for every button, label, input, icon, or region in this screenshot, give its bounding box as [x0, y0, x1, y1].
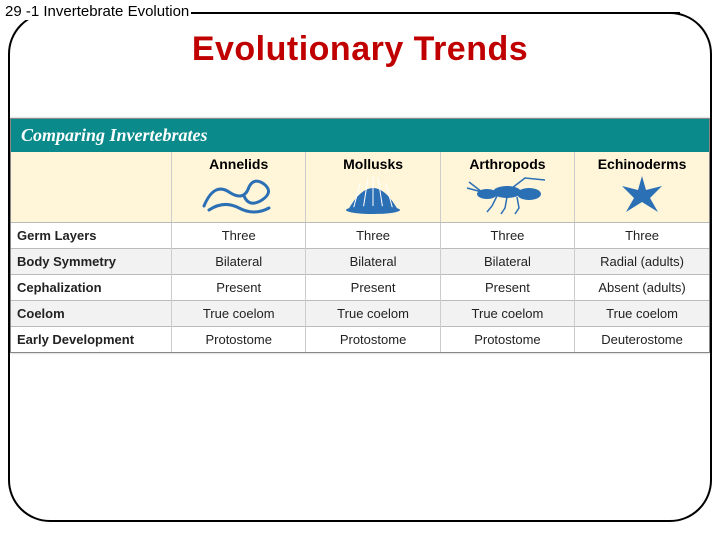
cell: Radial (adults): [575, 249, 709, 275]
col-header-annelids: Annelids: [172, 152, 306, 223]
cell: Deuterostome: [575, 327, 709, 353]
cell: True coelom: [306, 301, 440, 327]
col-header-echinoderms: Echinoderms: [575, 152, 709, 223]
cell: Bilateral: [172, 249, 306, 275]
comparison-table: Comparing Invertebrates Annelids M: [10, 118, 710, 353]
col-header-arthropods: Arthropods: [440, 152, 574, 223]
section-label: 29 -1 Invertebrate Evolution: [3, 3, 191, 20]
row-header: Early Development: [11, 327, 172, 353]
cell: Bilateral: [306, 249, 440, 275]
col-label: Mollusks: [308, 156, 437, 172]
cell: Three: [306, 223, 440, 249]
col-header-mollusks: Mollusks: [306, 152, 440, 223]
col-label: Annelids: [174, 156, 303, 172]
cell: Protostome: [306, 327, 440, 353]
cell: Protostome: [440, 327, 574, 353]
row-header: Body Symmetry: [11, 249, 172, 275]
echinoderm-icon: [577, 172, 707, 220]
cell: Absent (adults): [575, 275, 709, 301]
table-corner: [11, 152, 172, 223]
cell: Three: [575, 223, 709, 249]
row-header: Cephalization: [11, 275, 172, 301]
arthropod-icon: [443, 172, 572, 220]
slide-title: Evolutionary Trends: [0, 30, 720, 69]
cell: Bilateral: [440, 249, 574, 275]
cell: True coelom: [575, 301, 709, 327]
table-title: Comparing Invertebrates: [11, 119, 709, 152]
mollusk-icon: [308, 172, 437, 220]
cell: True coelom: [440, 301, 574, 327]
annelid-icon: [174, 172, 303, 220]
cell: True coelom: [172, 301, 306, 327]
cell: Three: [440, 223, 574, 249]
cell: Present: [172, 275, 306, 301]
col-label: Arthropods: [443, 156, 572, 172]
frame-top-rule: [186, 12, 680, 14]
row-header: Coelom: [11, 301, 172, 327]
col-label: Echinoderms: [577, 156, 707, 172]
cell: Present: [440, 275, 574, 301]
cell: Three: [172, 223, 306, 249]
cell: Present: [306, 275, 440, 301]
cell: Protostome: [172, 327, 306, 353]
row-header: Germ Layers: [11, 223, 172, 249]
